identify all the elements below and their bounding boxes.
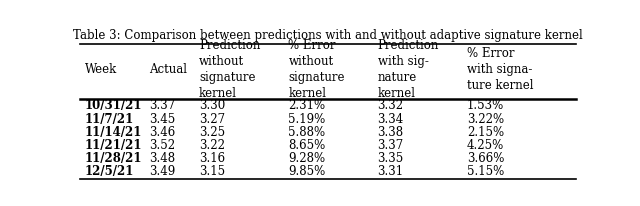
Text: 4.25%: 4.25% bbox=[467, 139, 504, 152]
Text: 3.22%: 3.22% bbox=[467, 113, 504, 126]
Text: 11/14/21: 11/14/21 bbox=[85, 126, 142, 139]
Text: Week: Week bbox=[85, 63, 117, 76]
Text: % Error
with signa-
ture kernel: % Error with signa- ture kernel bbox=[467, 47, 533, 92]
Text: 10/31/21: 10/31/21 bbox=[85, 99, 143, 112]
Text: 11/21/21: 11/21/21 bbox=[85, 139, 143, 152]
Text: Table 3: Comparison between predictions with and without adaptive signature kern: Table 3: Comparison between predictions … bbox=[73, 29, 583, 42]
Text: 11/7/21: 11/7/21 bbox=[85, 113, 134, 126]
Text: 5.19%: 5.19% bbox=[289, 113, 326, 126]
Text: 3.30: 3.30 bbox=[199, 99, 225, 112]
Text: 3.48: 3.48 bbox=[150, 152, 175, 165]
Text: 3.38: 3.38 bbox=[378, 126, 404, 139]
Text: 3.37: 3.37 bbox=[150, 99, 176, 112]
Text: 8.65%: 8.65% bbox=[289, 139, 326, 152]
Text: % Error
without
signature
kernel: % Error without signature kernel bbox=[289, 39, 345, 101]
Text: 3.27: 3.27 bbox=[199, 113, 225, 126]
Text: 3.25: 3.25 bbox=[199, 126, 225, 139]
Text: 2.31%: 2.31% bbox=[289, 99, 326, 112]
Text: 3.35: 3.35 bbox=[378, 152, 404, 165]
Text: 3.31: 3.31 bbox=[378, 165, 404, 178]
Text: 5.88%: 5.88% bbox=[289, 126, 326, 139]
Text: 3.15: 3.15 bbox=[199, 165, 225, 178]
Text: 9.28%: 9.28% bbox=[289, 152, 326, 165]
Text: 3.37: 3.37 bbox=[378, 139, 404, 152]
Text: 9.85%: 9.85% bbox=[289, 165, 326, 178]
Text: 3.32: 3.32 bbox=[378, 99, 404, 112]
Text: 3.52: 3.52 bbox=[150, 139, 175, 152]
Text: 1.53%: 1.53% bbox=[467, 99, 504, 112]
Text: 11/28/21: 11/28/21 bbox=[85, 152, 143, 165]
Text: 3.66%: 3.66% bbox=[467, 152, 504, 165]
Text: 3.16: 3.16 bbox=[199, 152, 225, 165]
Text: 3.34: 3.34 bbox=[378, 113, 404, 126]
Text: Prediction
without
signature
kernel: Prediction without signature kernel bbox=[199, 39, 260, 101]
Text: 3.49: 3.49 bbox=[150, 165, 176, 178]
Text: 5.15%: 5.15% bbox=[467, 165, 504, 178]
Text: 3.22: 3.22 bbox=[199, 139, 225, 152]
Text: Prediction
with sig-
nature
kernel: Prediction with sig- nature kernel bbox=[378, 39, 439, 101]
Text: 12/5/21: 12/5/21 bbox=[85, 165, 134, 178]
Text: 2.15%: 2.15% bbox=[467, 126, 504, 139]
Text: 3.46: 3.46 bbox=[150, 126, 176, 139]
Text: 3.45: 3.45 bbox=[150, 113, 176, 126]
Text: Actual: Actual bbox=[150, 63, 188, 76]
